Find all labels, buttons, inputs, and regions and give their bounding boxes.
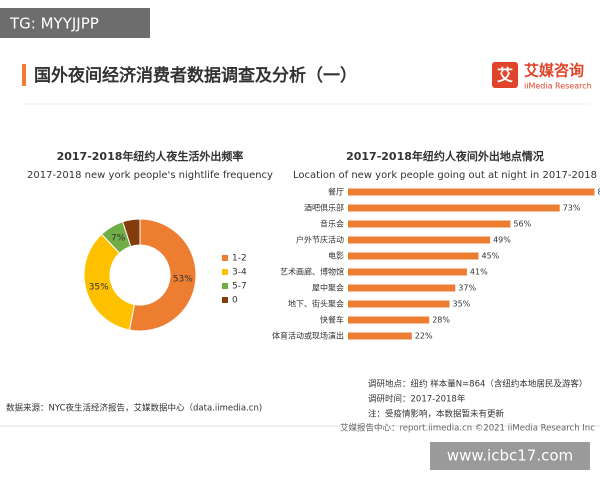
chart-subtitle: Location of new york people going out at… [293, 170, 597, 181]
pie-slice [128, 218, 197, 332]
category-label: 户外节庆活动 [296, 235, 344, 245]
legend-label: 5-7 [232, 282, 247, 292]
logo-name: 艾媒咨询 [524, 62, 584, 80]
category-label: 艺术画廊、博物馆 [280, 267, 344, 277]
legend-swatch [222, 269, 228, 275]
data-label: 56% [513, 220, 531, 229]
pie-slice [83, 233, 135, 331]
data-label: 73% [563, 204, 581, 213]
bar [348, 332, 412, 340]
pie-slice [122, 218, 141, 248]
category-label: 屋中聚会 [312, 283, 344, 293]
chart-title: 2017-2018年纽约人夜生活外出频率 [57, 149, 244, 163]
bar [348, 252, 479, 260]
bar [348, 316, 430, 324]
page-title: 国外夜间经济消费者数据调查及分析（一） [34, 65, 357, 86]
bar [348, 220, 511, 228]
legend-label: 3-4 [232, 268, 247, 278]
data-label: 22% [415, 332, 433, 341]
category-label: 音乐会 [320, 219, 344, 229]
site-box [430, 442, 590, 470]
bar [348, 284, 456, 292]
legend-label: 1-2 [232, 254, 247, 264]
data-label: 53% [173, 275, 193, 285]
category-label: 地下、街头聚会 [288, 299, 344, 309]
category-label: 电影 [328, 251, 344, 261]
category-label: 体育活动或现场演出 [272, 331, 344, 341]
logo-icon-box [492, 62, 518, 88]
watermark: TG: MYYJJPP [9, 15, 99, 33]
source: 数据来源：NYC夜生活经济报告，艾媒数据中心（data.iimedia.cn) [6, 403, 262, 414]
data-label: 41% [470, 268, 488, 277]
bar [348, 300, 450, 308]
time: 调研时间：2017-2018年 [368, 394, 466, 405]
chart-subtitle: 2017-2018 new york people's nightlife fr… [27, 170, 273, 181]
bar [348, 236, 491, 244]
place: 调研地点：纽约 样本量N=864（含纽约本地居民及游客） [368, 379, 587, 390]
category-label: 快餐车 [320, 315, 344, 325]
data-label: 49% [493, 236, 511, 245]
site: www.icbc17.com [447, 447, 573, 465]
data-label: 7% [111, 233, 126, 243]
data-label: 45% [482, 252, 500, 261]
data-label: 85% [598, 188, 600, 197]
bar [348, 188, 595, 196]
data-label: 28% [432, 316, 450, 325]
title-bar [22, 64, 26, 86]
data-label: 37% [458, 284, 476, 293]
credit: 艾媒报告中心：report.iimedia.cn ©2021 iiMedia R… [340, 423, 595, 434]
note: 注：受疫情影响，本数据暂未有更新 [368, 409, 505, 420]
logo-sub: iiMedia Research [524, 82, 592, 91]
legend-swatch [222, 255, 228, 261]
logo-icon: 艾 [497, 66, 513, 85]
category-label: 餐厅 [328, 188, 344, 197]
legend-swatch [222, 283, 228, 289]
category-label: 酒吧俱乐部 [304, 203, 344, 213]
data-label: 35% [89, 282, 109, 292]
bar [348, 204, 560, 212]
data-label: 35% [453, 300, 471, 309]
legend-label: 0 [232, 296, 238, 306]
legend-swatch [222, 297, 228, 303]
chart-title: 2017-2018年纽约人夜间外出地点情况 [346, 149, 544, 163]
watermark-box [0, 8, 150, 38]
bar [348, 268, 467, 276]
